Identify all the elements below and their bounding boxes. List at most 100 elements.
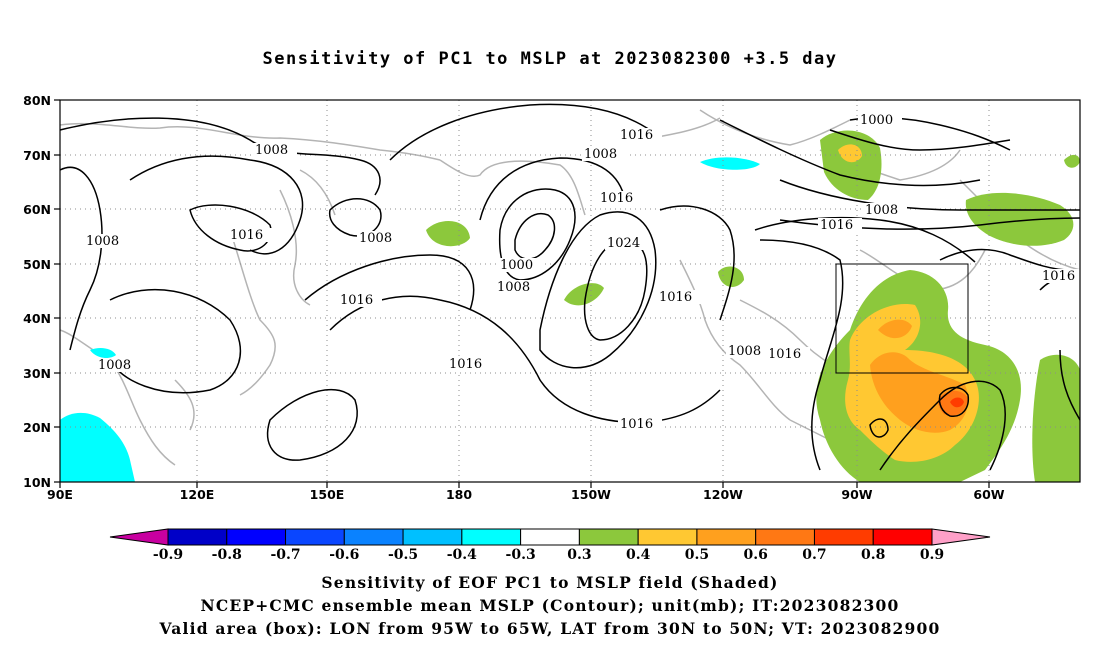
colorbar-tick-label: -0.6 [329,547,359,563]
mslp-contour-layer [59,103,1081,471]
colorbar-high-triangle [931,528,991,546]
colorbar-tick-label: 0.8 [861,547,885,563]
svg-text:1008: 1008 [98,358,131,373]
svg-text:1008: 1008 [255,143,288,158]
contour-label: 1008 [96,358,140,373]
contour-labels: 1000 1016 1008 1008 1016 1008 1008 1016 … [84,113,1080,432]
caption-line-3: Valid area (box): LON from 95W to 65W, L… [159,619,941,638]
svg-text:1016: 1016 [449,357,482,372]
colorbar-cell [461,528,522,546]
colorbar-cell [343,528,404,546]
colorbar-cell [813,528,874,546]
valid-area-box [835,263,969,374]
svg-text:1016: 1016 [1042,269,1075,284]
contour-label: 1016 [1040,269,1080,284]
colorbar-tick-label: -0.7 [270,547,300,563]
colorbar-cell [755,528,815,546]
svg-text:1008: 1008 [86,234,119,249]
contour-label: 1008 [84,234,128,249]
colorbar-cell [402,528,463,546]
colorbar-cell [637,528,698,546]
contour-label: 1000 [858,113,902,128]
lat-tick-label: 40N [23,311,51,326]
lon-tick-label: 90W [841,487,872,502]
colorbar-tick-label: 0.9 [920,547,944,563]
contour-label: 1016 [598,191,642,206]
colorbar-tick-label: 0.3 [567,547,591,563]
colorbar-cell [285,528,345,546]
map-figure: 1000 1016 1008 1008 1016 1008 1008 1016 … [23,93,1081,563]
lat-tick-label: 30N [23,366,51,381]
colorbar-low-triangle [109,528,169,546]
lat-tick-label: 70N [23,148,51,163]
contour-label: 1008 [253,143,297,158]
svg-text:1016: 1016 [659,290,692,305]
contour-label: 1016 [618,417,662,432]
contour-label: 1016 [766,347,810,362]
contour-label: 1016 [338,293,382,308]
caption-line-1: Sensitivity of EOF PC1 to MSLP field (Sh… [321,573,779,592]
figure-title: Sensitivity of PC1 to MSLP at 2023082300… [262,49,838,69]
contour-label: 1008 [582,147,626,162]
caption-line-2: NCEP+CMC ensemble mean MSLP (Contour); u… [200,596,900,615]
svg-text:1016: 1016 [620,417,653,432]
contour-label: 1016 [657,290,701,305]
svg-text:1016: 1016 [768,347,801,362]
svg-text:1016: 1016 [230,228,263,243]
svg-text:1016: 1016 [340,293,373,308]
contour-label: 1016 [618,128,662,143]
lat-tick-label: 80N [23,93,51,108]
contour-label: 1016 [228,228,272,243]
lat-axis: 80N 70N 60N 50N 40N 30N 20N 10N [23,93,60,490]
contour-label: 1008 [357,231,401,246]
colorbar: -0.9 -0.8 -0.7 -0.6 -0.5 -0.4 -0.3 0.3 0.4 0.5 0.6… [109,528,991,563]
lon-tick-label: 150E [310,487,345,502]
colorbar-tick-label: -0.5 [388,547,418,563]
lon-tick-label: 90E [47,487,73,502]
lat-tick-label: 10N [23,475,51,490]
lat-tick-label: 60N [23,202,51,217]
svg-text:1016: 1016 [820,218,853,233]
contour-label: 1016 [818,218,862,233]
lat-tick-label: 20N [23,420,51,435]
colorbar-cell [520,528,580,546]
colorbar-tick-label: -0.3 [506,547,536,563]
colorbar-tick-label: 0.5 [685,547,709,563]
lon-tick-label: 150W [571,487,611,502]
colorbar-tick-label: 0.7 [802,547,826,563]
lon-tick-label: 120W [703,487,743,502]
svg-text:1000: 1000 [860,113,893,128]
colorbar-cell [696,528,757,546]
svg-text:1024: 1024 [607,236,640,251]
lon-tick-label: 120E [180,487,215,502]
lon-tick-label: 180 [446,487,472,502]
lon-tick-label: 60W [973,487,1004,502]
sensitivity-shading-layer [60,130,1080,482]
svg-text:1016: 1016 [620,128,653,143]
colorbar-tick-label: -0.8 [212,547,242,563]
svg-text:1016: 1016 [600,191,633,206]
svg-text:1000: 1000 [500,258,533,273]
svg-text:1008: 1008 [497,280,530,295]
contour-label: 1000 [498,258,542,273]
colorbar-tick-label: 0.4 [626,547,651,563]
contour-label: 1016 [447,357,491,372]
contour-label: 1008 [863,203,907,218]
colorbar-cell [872,528,933,546]
lat-tick-label: 50N [23,257,51,272]
colorbar-tick-label: -0.9 [153,547,183,563]
colorbar-cell [167,528,228,546]
contour-label: 1008 [495,280,539,295]
map-frame [59,99,1081,483]
colorbar-tick-label: -0.4 [447,547,477,563]
svg-text:1008: 1008 [359,231,392,246]
colorbar-cell [226,528,287,546]
colorbar-tick-label: 0.6 [744,547,768,563]
contour-label: 1008 [726,344,770,359]
svg-text:1008: 1008 [728,344,761,359]
gridlines [60,100,1080,482]
lon-axis: 90E 120E 150E 180 150W 120W 90W 60W [47,482,1005,502]
contour-label: 1024 [605,236,649,251]
colorbar-cell [578,528,639,546]
svg-text:1008: 1008 [865,203,898,218]
